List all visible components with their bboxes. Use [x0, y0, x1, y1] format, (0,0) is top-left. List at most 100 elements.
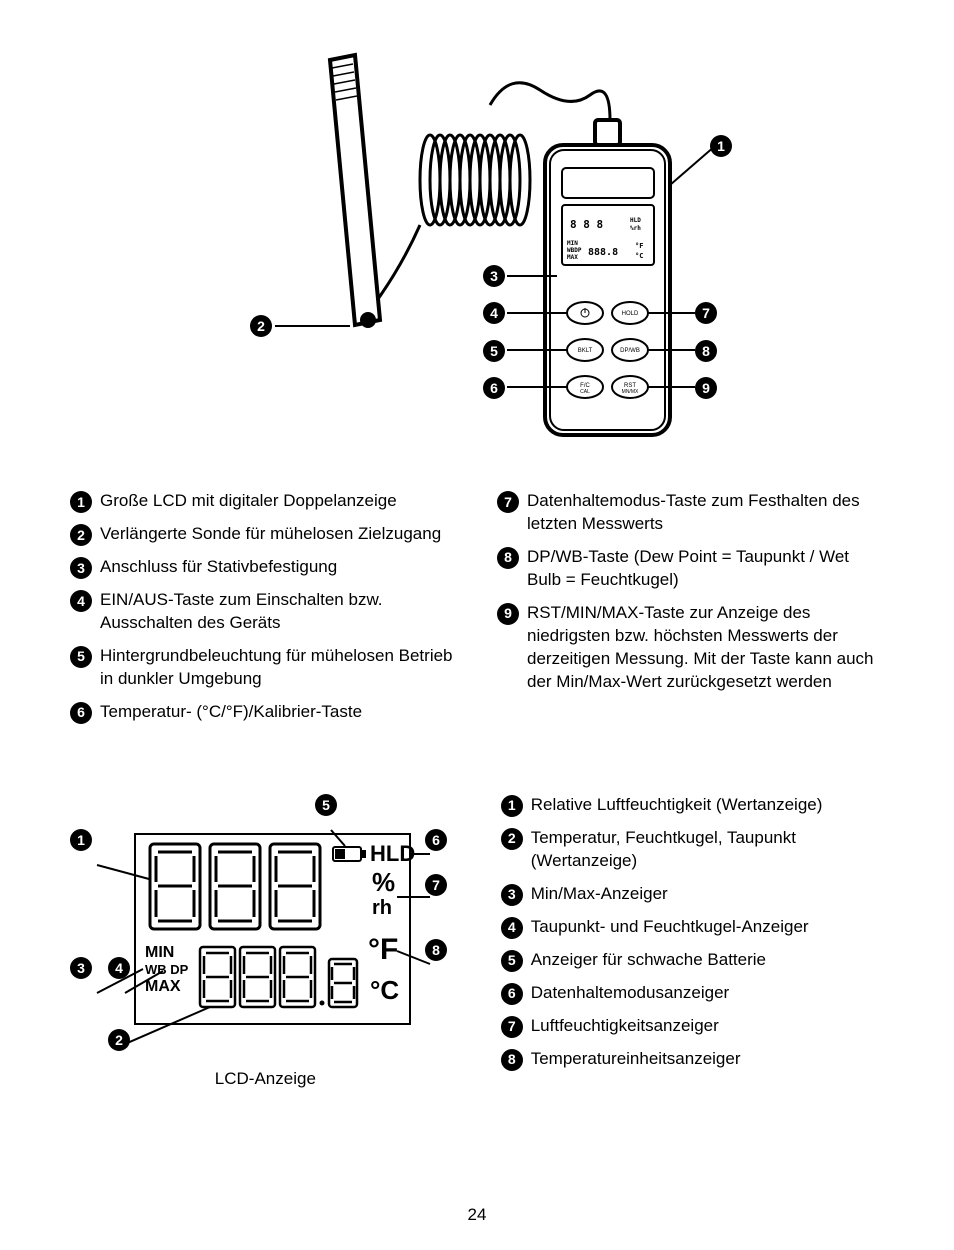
num-badge: 4	[501, 917, 523, 939]
legend-text: Min/Max-Anzeiger	[531, 883, 884, 906]
device-diagram: 1 2 3 4 5 6 7 8 9	[70, 50, 884, 460]
svg-text:WBDP: WBDP	[567, 247, 582, 254]
svg-text:CAL: CAL	[580, 389, 590, 395]
legend-text: Große LCD mit digitaler Doppelanzeige	[100, 490, 457, 513]
num-badge: 8	[497, 547, 519, 569]
legend-item: 5 Hintergrundbeleuchtung für mühelosen Be…	[70, 645, 457, 691]
legend-text: Temperatur- (°C/°F)/Kalibrier-Taste	[100, 701, 457, 724]
lcd-callout-6: 6	[425, 829, 447, 851]
legend-text: Hintergrundbeleuchtung für mühelosen Bet…	[100, 645, 457, 691]
num-badge: 5	[501, 950, 523, 972]
legend-text: Anzeiger für schwache Batterie	[531, 949, 884, 972]
svg-text:°C: °C	[370, 975, 399, 1005]
legend-item: 4 Taupunkt- und Feuchtkugel-Anzeiger	[501, 916, 884, 939]
lcd-legend: 1 Relative Luftfeuchtigkeit (Wertanzeige)…	[501, 794, 884, 1089]
legend-text: Relative Luftfeuchtigkeit (Wertanzeige)	[531, 794, 884, 817]
num-badge: 7	[497, 491, 519, 513]
legend-item: 4 EIN/AUS-Taste zum Einschalten bzw. Auss…	[70, 589, 457, 635]
lcd-callout-5: 5	[315, 794, 337, 816]
legend-item: 7 Datenhaltemodus-Taste zum Festhalten de…	[497, 490, 884, 536]
svg-text:%: %	[372, 867, 395, 897]
svg-text:8 8 8: 8 8 8	[570, 218, 603, 231]
callout-5: 5	[483, 340, 505, 362]
svg-text:°C: °C	[635, 252, 643, 260]
svg-text:HLD: HLD	[370, 841, 415, 866]
lcd-callout-7: 7	[425, 874, 447, 896]
num-badge: 6	[70, 702, 92, 724]
legend-item: 2 Temperatur, Feuchtkugel, Taupunkt (Wert…	[501, 827, 884, 873]
svg-text:WB DP: WB DP	[145, 962, 189, 977]
legend-item: 8 Temperatureinheitsanzeiger	[501, 1048, 884, 1071]
lcd-callout-1: 1	[70, 829, 92, 851]
legend-item: 8 DP/WB-Taste (Dew Point = Taupunkt / Wet…	[497, 546, 884, 592]
legend-text: DP/WB-Taste (Dew Point = Taupunkt / Wet …	[527, 546, 884, 592]
num-badge: 1	[70, 491, 92, 513]
callout-6: 6	[483, 377, 505, 399]
legend-text: Temperatureinheitsanzeiger	[531, 1048, 884, 1071]
num-badge: 9	[497, 603, 519, 625]
svg-text:°F: °F	[368, 933, 398, 966]
callout-1: 1	[710, 135, 732, 157]
num-badge: 7	[501, 1016, 523, 1038]
callout-2: 2	[250, 315, 272, 337]
num-badge: 2	[501, 828, 523, 850]
num-badge: 5	[70, 646, 92, 668]
svg-text:HOLD: HOLD	[622, 311, 639, 317]
legend-text: RST/MIN/MAX-Taste zur Anzeige des niedri…	[527, 602, 884, 694]
svg-text:%rh: %rh	[630, 225, 641, 232]
callout-9: 9	[695, 377, 717, 399]
legend-item: 7 Luftfeuchtigkeitsanzeiger	[501, 1015, 884, 1038]
num-badge: 1	[501, 795, 523, 817]
svg-text:MIN: MIN	[145, 944, 174, 961]
lcd-section: 1 2 3 4 5 6 7 8	[70, 794, 884, 1089]
num-badge: 6	[501, 983, 523, 1005]
legend-item: 2 Verlängerte Sonde für mühelosen Zielzug…	[70, 523, 457, 546]
page-number: 24	[0, 1205, 954, 1225]
svg-text:888.8: 888.8	[588, 247, 618, 258]
legend-item: 3 Anschluss für Stativbefestigung	[70, 556, 457, 579]
num-badge: 3	[501, 884, 523, 906]
device-legend: 1 Große LCD mit digitaler Doppelanzeige 2…	[70, 490, 884, 734]
legend-item: 6 Temperatur- (°C/°F)/Kalibrier-Taste	[70, 701, 457, 724]
legend-text: Anschluss für Stativbefestigung	[100, 556, 457, 579]
num-badge: 8	[501, 1049, 523, 1071]
callout-7: 7	[695, 302, 717, 324]
svg-text:BKLT: BKLT	[578, 348, 593, 354]
svg-text:MN/MX: MN/MX	[622, 389, 639, 395]
legend-text: Luftfeuchtigkeitsanzeiger	[531, 1015, 884, 1038]
svg-text:MAX: MAX	[145, 978, 181, 995]
legend-item: 5 Anzeiger für schwache Batterie	[501, 949, 884, 972]
device-legend-right: 7 Datenhaltemodus-Taste zum Festhalten de…	[497, 490, 884, 734]
lcd-callout-4: 4	[108, 957, 130, 979]
svg-text:rh: rh	[372, 897, 392, 919]
legend-text: Taupunkt- und Feuchtkugel-Anzeiger	[531, 916, 884, 939]
lcd-callout-2: 2	[108, 1029, 130, 1051]
lcd-callout-3: 3	[70, 957, 92, 979]
lcd-diagram: 1 2 3 4 5 6 7 8	[70, 794, 461, 1089]
legend-text: Datenhaltemodusanzeiger	[531, 982, 884, 1005]
legend-item: 1 Große LCD mit digitaler Doppelanzeige	[70, 490, 457, 513]
legend-text: Datenhaltemodus-Taste zum Festhalten des…	[527, 490, 884, 536]
num-badge: 2	[70, 524, 92, 546]
device-legend-left: 1 Große LCD mit digitaler Doppelanzeige 2…	[70, 490, 457, 734]
legend-item: 6 Datenhaltemodusanzeiger	[501, 982, 884, 1005]
device-svg: 8 8 8 HLD %rh MIN WBDP MAX 888.8 °F °C H…	[70, 50, 890, 450]
svg-text:DP/WB: DP/WB	[620, 348, 640, 354]
lcd-svg: HLD % rh °F °C MIN WB DP MAX	[75, 819, 455, 1049]
legend-item: 1 Relative Luftfeuchtigkeit (Wertanzeige)	[501, 794, 884, 817]
lcd-callout-8: 8	[425, 939, 447, 961]
callout-4: 4	[483, 302, 505, 324]
legend-text: EIN/AUS-Taste zum Einschalten bzw. Aussc…	[100, 589, 457, 635]
num-badge: 3	[70, 557, 92, 579]
legend-text: Temperatur, Feuchtkugel, Taupunkt (Werta…	[531, 827, 884, 873]
num-badge: 4	[70, 590, 92, 612]
svg-text:°F: °F	[635, 242, 643, 250]
callout-3: 3	[483, 265, 505, 287]
svg-text:HLD: HLD	[630, 217, 641, 224]
legend-item: 3 Min/Max-Anzeiger	[501, 883, 884, 906]
lcd-caption: LCD-Anzeige	[70, 1069, 461, 1089]
legend-item: 9 RST/MIN/MAX-Taste zur Anzeige des niedr…	[497, 602, 884, 694]
svg-text:MAX: MAX	[567, 254, 578, 261]
callout-8: 8	[695, 340, 717, 362]
legend-text: Verlängerte Sonde für mühelosen Zielzuga…	[100, 523, 457, 546]
